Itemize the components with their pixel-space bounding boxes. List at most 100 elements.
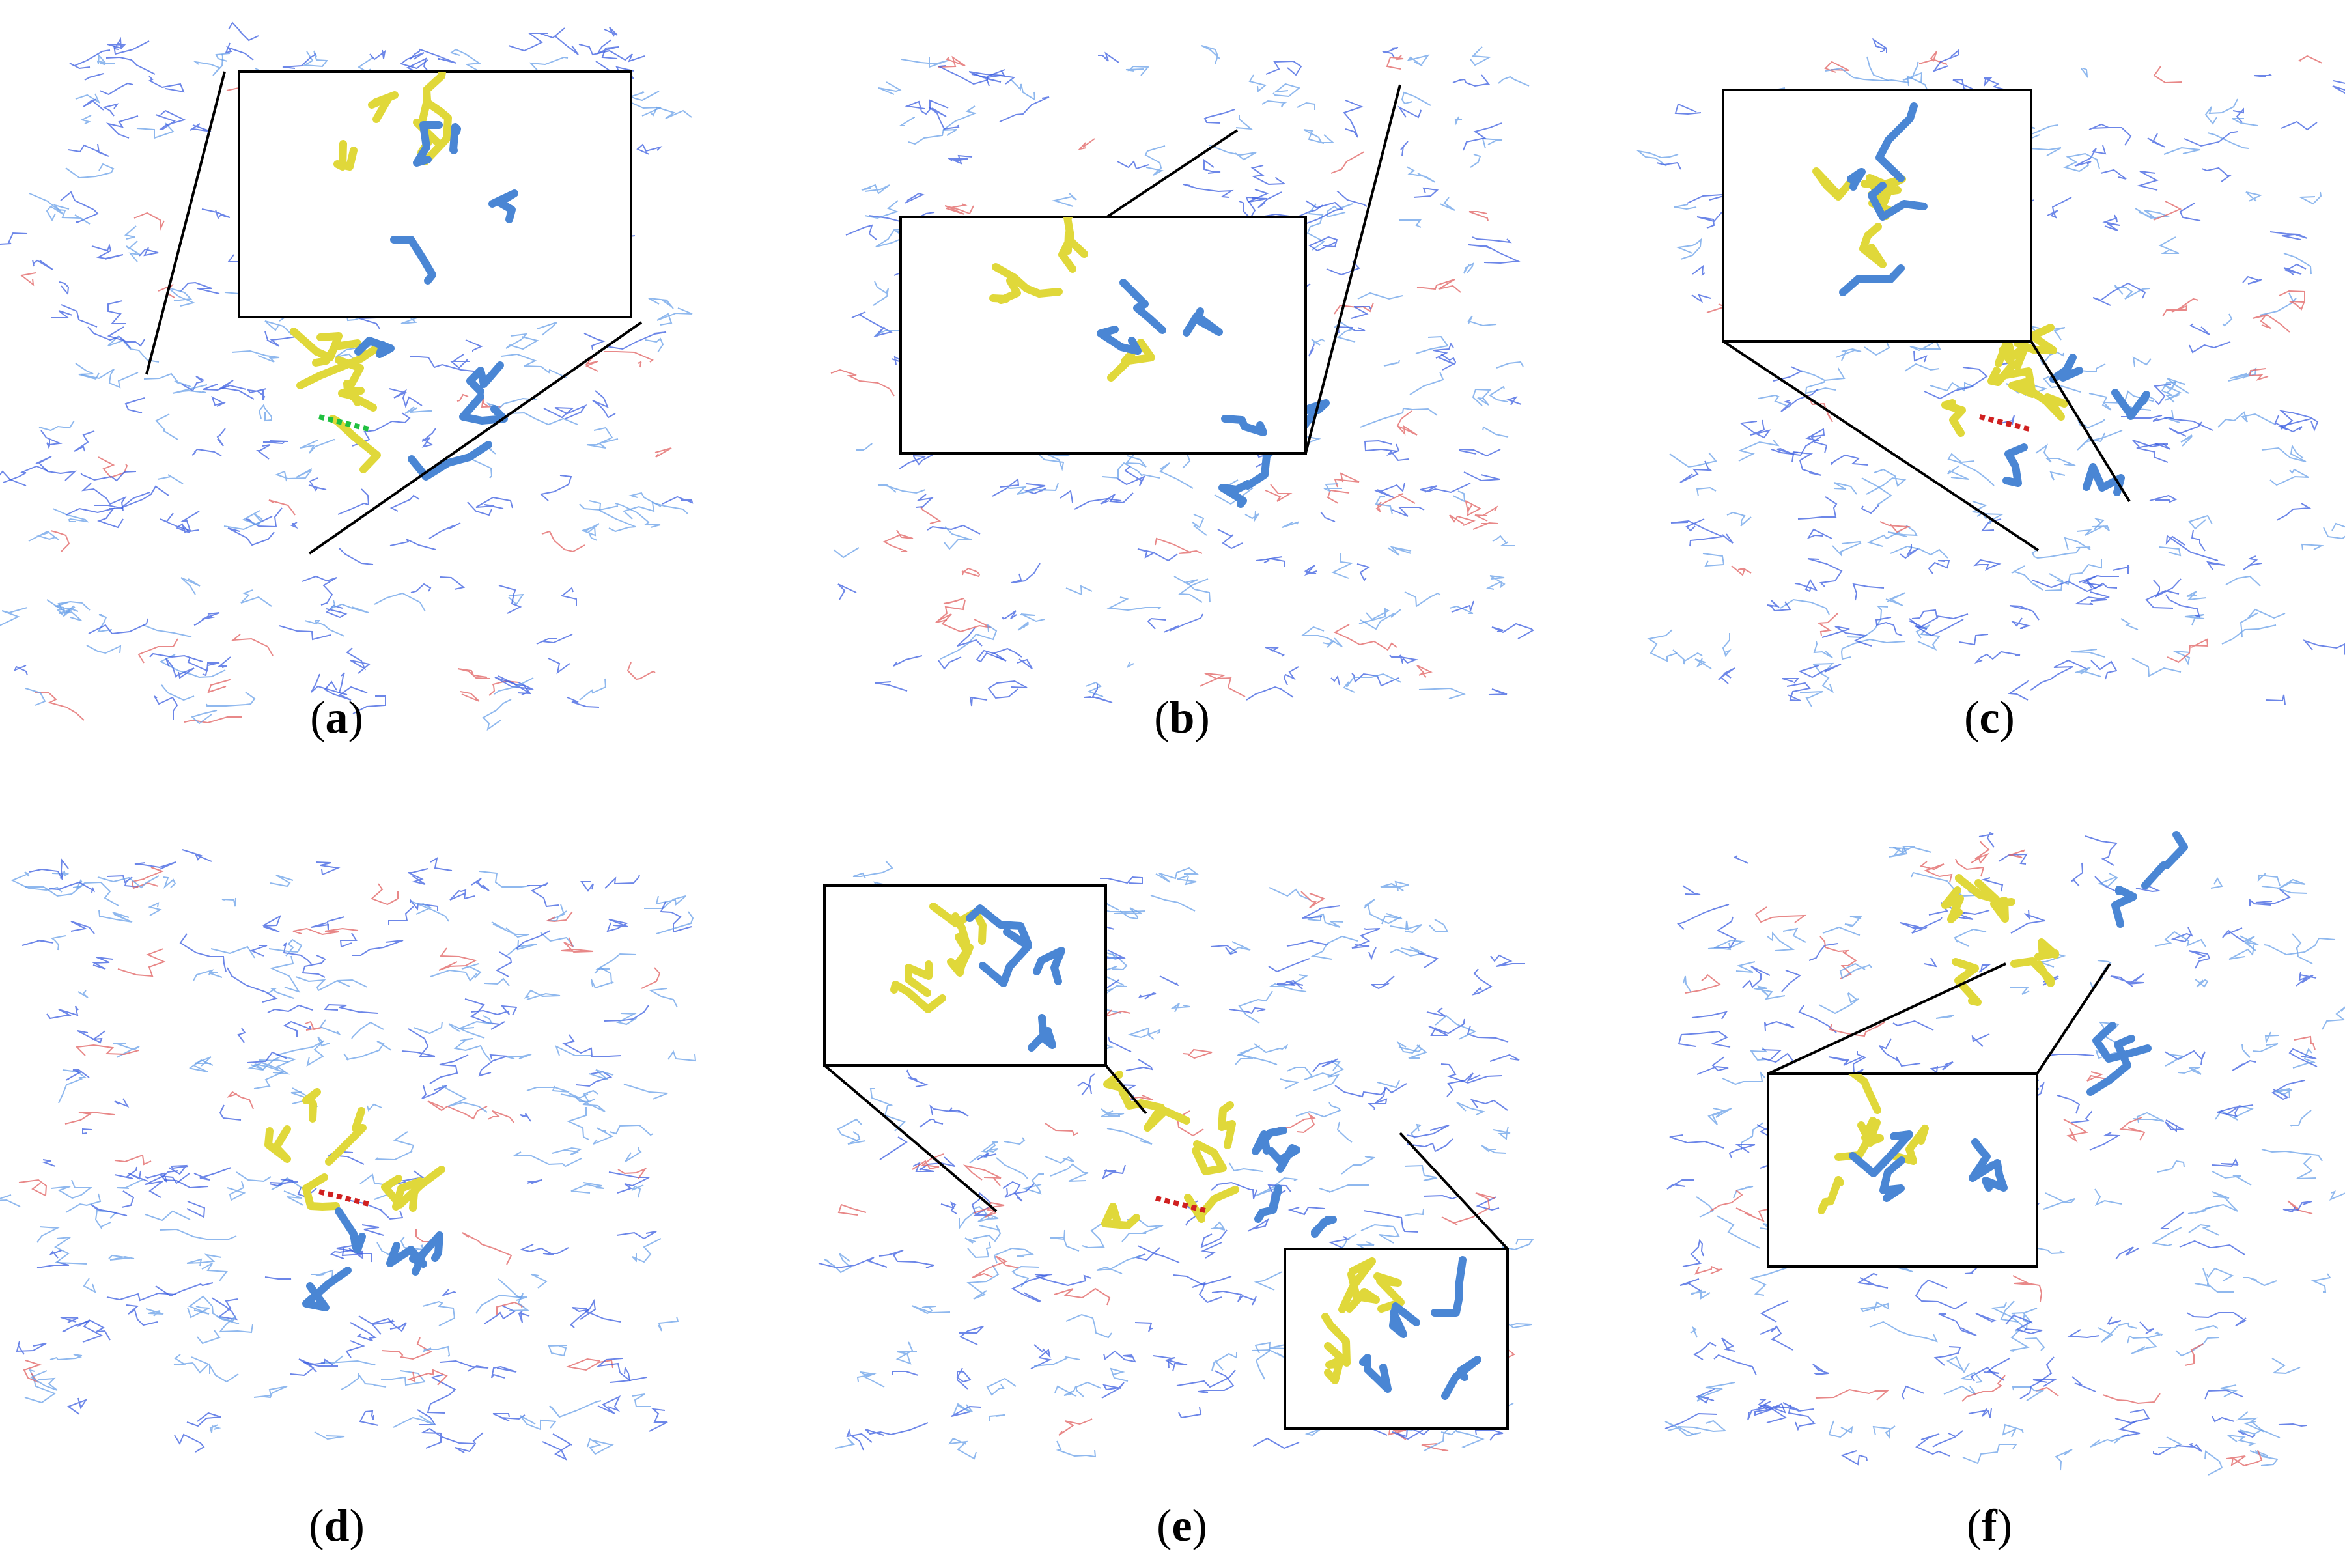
wireframe (649, 1408, 668, 1432)
wireframe (1872, 38, 1887, 53)
wireframe (215, 53, 231, 62)
wireframe (1398, 1044, 1428, 1059)
panel-label: (d) (309, 1501, 365, 1551)
wireframe (1449, 514, 1476, 526)
wireframe (1900, 544, 1918, 559)
wireframe (1375, 493, 1416, 513)
wireframe (875, 681, 908, 692)
wireframe (165, 658, 195, 679)
wireframe (1269, 887, 1311, 901)
molecule-stick (302, 1267, 352, 1311)
label-close: ) (1194, 693, 1209, 743)
wireframe (352, 695, 386, 714)
wireframe (186, 1412, 221, 1427)
wireframe (2077, 419, 2105, 429)
wireframe (352, 940, 404, 956)
wireframe (1235, 115, 1254, 130)
wireframe (2112, 565, 2130, 574)
wireframe (18, 1179, 48, 1197)
wireframe (0, 1194, 21, 1207)
wireframe (1794, 578, 1818, 593)
wireframe (2302, 639, 2345, 656)
wireframe (139, 247, 159, 257)
wireframe (128, 1170, 148, 1182)
wireframe (654, 447, 672, 458)
wireframe (878, 1250, 934, 1268)
wireframe (555, 36, 579, 55)
wireframe (2298, 191, 2322, 205)
wireframe (580, 1298, 621, 1323)
wireframe (1707, 1108, 1732, 1125)
wireframe (879, 1136, 908, 1160)
wireframe (1054, 1287, 1111, 1306)
wireframe (1840, 1450, 1868, 1466)
wireframe (350, 1322, 377, 1341)
wireframe (1417, 952, 1439, 968)
wireframe (462, 1232, 513, 1265)
wireframe (662, 496, 694, 505)
wireframe (1890, 545, 1948, 559)
wireframe (35, 692, 85, 721)
wireframe (20, 272, 36, 287)
molecule-stick (1952, 958, 1982, 1006)
wireframe (2147, 133, 2166, 148)
wireframe (49, 881, 96, 893)
wireframe (561, 937, 594, 953)
wireframe (2161, 382, 2177, 403)
wireframe (648, 988, 678, 1008)
wireframe (2090, 960, 2112, 988)
wireframe (637, 361, 642, 368)
wireframe (1463, 122, 1502, 151)
wireframe (1492, 535, 1515, 546)
panel (0, 849, 697, 1461)
panel (830, 45, 1534, 707)
wireframe (989, 1414, 1005, 1421)
wireframe (367, 1103, 382, 1112)
wireframe (2085, 835, 2118, 866)
molecule-stick (1192, 1140, 1227, 1175)
wireframe (1322, 640, 1334, 648)
wireframe (957, 627, 983, 647)
wireframe (1183, 184, 1234, 198)
wireframe (189, 1059, 214, 1072)
wireframe (1674, 103, 1702, 115)
wireframe (2278, 1423, 2307, 1427)
molecule-stick (1818, 1176, 1844, 1214)
wireframe (1312, 1058, 1339, 1072)
wireframe (1691, 1011, 1728, 1020)
wireframe (1685, 518, 1705, 532)
wireframe (1389, 654, 1418, 664)
wireframe (1203, 159, 1221, 174)
wireframe (1286, 1067, 1333, 1080)
wireframe (1771, 436, 1821, 456)
molecule-stick (1879, 1156, 1905, 1202)
wireframe (943, 598, 964, 604)
wireframe (124, 397, 145, 413)
wireframe (1004, 1137, 1026, 1145)
wireframe (597, 1395, 621, 1414)
wireframe (1709, 1190, 1743, 1212)
wireframe (2168, 421, 2202, 437)
wireframe (75, 93, 101, 104)
wireframe (346, 647, 371, 674)
molecule-stick (1345, 1270, 1380, 1313)
wireframe (1452, 490, 1466, 503)
wireframe (949, 1107, 969, 1117)
wireframe (2070, 1110, 2092, 1123)
wireframe (2110, 973, 2144, 987)
wireframe (2076, 525, 2110, 536)
molecule-stick (1338, 1257, 1376, 1313)
wireframe (1155, 537, 1203, 554)
wireframe (1935, 1015, 1954, 1019)
wireframe (1330, 151, 1365, 174)
wireframe (1869, 1321, 1938, 1343)
wireframe (851, 311, 893, 337)
wireframe (1474, 1429, 1504, 1441)
wireframe (389, 494, 420, 512)
wireframe (1467, 1025, 1509, 1043)
wireframe (1767, 600, 1791, 612)
wireframe (455, 1432, 484, 1453)
wireframe (939, 613, 992, 633)
wireframe (1754, 1399, 1773, 1416)
wireframe (1970, 1366, 2005, 1382)
